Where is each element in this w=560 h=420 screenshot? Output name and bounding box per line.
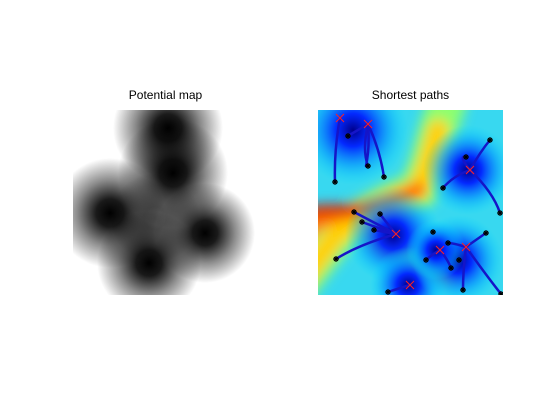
shortest-paths-image — [318, 110, 503, 295]
potential-map-image — [73, 110, 258, 295]
shortest-paths-title: Shortest paths — [371, 88, 450, 102]
potential-map-title: Potential map — [128, 88, 203, 102]
potential-wells-gray — [73, 110, 255, 295]
start-point-markers — [332, 133, 503, 295]
source-point-markers — [335, 113, 475, 290]
